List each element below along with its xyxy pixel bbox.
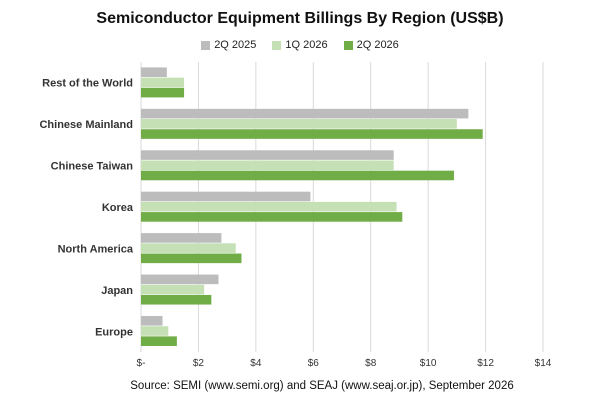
- legend-label-1q-2026: 1Q 2026: [285, 39, 328, 51]
- bar-2-series-2: [141, 170, 454, 181]
- x-tick-label-5: $10: [420, 358, 437, 369]
- x-tick-label-6: $12: [477, 358, 494, 369]
- bar-4-series-1: [141, 243, 236, 253]
- bar-0-series-2: [141, 87, 185, 98]
- x-tick-label-0: $-: [137, 358, 146, 369]
- category-label-6: Europe: [95, 326, 133, 338]
- bar-2-series-0: [141, 150, 394, 160]
- category-label-3: Korea: [102, 202, 134, 214]
- category-label-1: Chinese Mainland: [39, 119, 133, 131]
- bar-0-series-0: [141, 67, 167, 78]
- legend-swatch-2q-2026: [343, 40, 353, 50]
- bar-1-series-0: [141, 108, 469, 119]
- chart-title: Semiconductor Equipment Billings By Regi…: [96, 10, 504, 27]
- category-label-4: North America: [58, 243, 134, 255]
- bar-1-series-2: [141, 129, 483, 139]
- category-label-2: Chinese Taiwan: [51, 161, 134, 173]
- x-tick-label-4: $8: [365, 358, 377, 369]
- bar-3-series-1: [141, 201, 397, 212]
- bar-5-series-1: [141, 284, 205, 295]
- legend-item-1q-2026: 1Q 2026: [272, 39, 328, 51]
- bar-2-series-1: [141, 160, 394, 171]
- bar-3-series-0: [141, 191, 311, 202]
- bar-0-series-1: [141, 77, 185, 88]
- legend-label-2q-2026: 2Q 2026: [356, 39, 399, 51]
- legend-swatch-1q-2026: [272, 40, 282, 50]
- x-tick-label-3: $6: [308, 358, 320, 369]
- x-tick-label-7: $14: [535, 358, 552, 369]
- legend-item-2q-2025: 2Q 2025: [201, 39, 256, 51]
- bar-4-series-0: [141, 233, 222, 243]
- bar-6-series-2: [141, 336, 177, 346]
- bar-6-series-0: [141, 315, 163, 326]
- bar-6-series-1: [141, 326, 169, 336]
- bar-4-series-2: [141, 253, 242, 264]
- bar-5-series-2: [141, 294, 212, 305]
- legend: 2Q 2025 1Q 2026 2Q 2026: [0, 39, 600, 51]
- bar-5-series-0: [141, 274, 219, 285]
- category-label-5: Japan: [101, 285, 133, 297]
- legend-item-2q-2026: 2Q 2026: [343, 39, 399, 51]
- bar-3-series-2: [141, 212, 403, 222]
- x-tick-label-1: $2: [193, 358, 205, 369]
- legend-label-2q-2025: 2Q 2025: [214, 39, 257, 51]
- legend-swatch-2q-2025: [201, 40, 211, 50]
- x-tick-label-2: $4: [250, 358, 262, 369]
- bar-1-series-1: [141, 119, 457, 129]
- source-note: Source: SEMI (www.semi.org) and SEAJ (ww…: [130, 380, 514, 392]
- category-label-0: Rest of the World: [42, 78, 133, 90]
